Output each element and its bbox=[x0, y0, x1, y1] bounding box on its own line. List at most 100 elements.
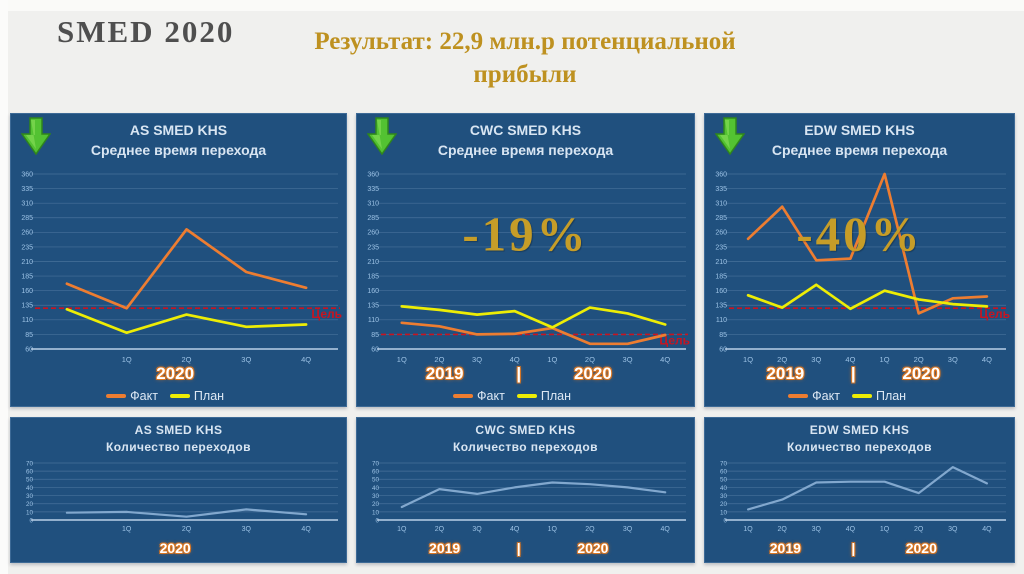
chart-panel-cwc-count: CWC SMED KHS Количество переходов 70 60 50… bbox=[356, 417, 695, 563]
legend-fact-label: Факт bbox=[130, 389, 158, 403]
svg-text:70: 70 bbox=[372, 460, 380, 467]
plan-color-swatch bbox=[851, 394, 872, 398]
svg-text:1Q: 1Q bbox=[743, 526, 753, 533]
svg-text:85: 85 bbox=[371, 332, 379, 339]
svg-text:2Q: 2Q bbox=[777, 355, 787, 364]
plan-color-swatch bbox=[516, 394, 537, 398]
svg-text:40: 40 bbox=[372, 485, 380, 492]
year-label: 2020 bbox=[577, 540, 609, 556]
svg-text:285: 285 bbox=[21, 215, 33, 222]
svg-text:10: 10 bbox=[720, 509, 728, 516]
svg-text:3Q: 3Q bbox=[472, 355, 482, 364]
legend-item-fact: Факт bbox=[788, 389, 840, 403]
svg-text:20: 20 bbox=[26, 501, 34, 508]
svg-text:260: 260 bbox=[715, 230, 727, 237]
svg-text:160: 160 bbox=[715, 288, 727, 295]
percent-badge: -19% bbox=[462, 206, 589, 262]
year-divider: | bbox=[516, 364, 522, 383]
svg-text:60: 60 bbox=[26, 469, 34, 476]
svg-text:2Q: 2Q bbox=[585, 355, 595, 364]
year-label: 2020 bbox=[573, 364, 612, 383]
year-label: 2019 bbox=[766, 364, 805, 383]
svg-text:3Q: 3Q bbox=[242, 526, 252, 533]
svg-text:20: 20 bbox=[720, 501, 728, 508]
slide-logo: SMED 2020 bbox=[57, 14, 235, 49]
svg-text:85: 85 bbox=[25, 332, 33, 339]
svg-text:1Q: 1Q bbox=[880, 355, 890, 364]
svg-text:2Q: 2Q bbox=[434, 355, 444, 364]
year-axis-labels: 2020 bbox=[11, 540, 346, 557]
green-down-arrow-icon bbox=[366, 117, 398, 160]
svg-text:135: 135 bbox=[21, 303, 33, 310]
svg-text:210: 210 bbox=[715, 259, 727, 266]
svg-text:185: 185 bbox=[21, 273, 33, 280]
svg-text:285: 285 bbox=[367, 215, 379, 222]
top-band bbox=[0, 0, 1024, 11]
svg-text:2Q: 2Q bbox=[182, 526, 192, 533]
green-down-arrow-icon bbox=[20, 117, 52, 160]
legend-item-plan: План bbox=[516, 389, 571, 403]
chart-panel-as-time: AS SMED KHS Среднее время перехода 360 33… bbox=[10, 113, 347, 407]
svg-text:4Q: 4Q bbox=[845, 355, 855, 364]
svg-text:4Q: 4Q bbox=[660, 355, 670, 364]
svg-text:4Q: 4Q bbox=[982, 355, 992, 364]
svg-text:30: 30 bbox=[26, 493, 34, 500]
svg-text:235: 235 bbox=[715, 244, 727, 251]
green-down-arrow-icon bbox=[714, 117, 746, 160]
svg-text:20: 20 bbox=[372, 501, 380, 508]
svg-text:185: 185 bbox=[367, 273, 379, 280]
svg-text:60: 60 bbox=[25, 346, 33, 353]
slide-title-line2: прибыли bbox=[473, 60, 577, 88]
svg-text:1Q: 1Q bbox=[743, 355, 753, 364]
year-label: 2020 bbox=[902, 364, 941, 383]
percent-badge: -40% bbox=[796, 206, 923, 262]
svg-text:210: 210 bbox=[367, 259, 379, 266]
svg-text:260: 260 bbox=[367, 230, 379, 237]
svg-text:0: 0 bbox=[375, 517, 379, 524]
svg-text:335: 335 bbox=[715, 186, 727, 193]
year-axis-labels: 2019 | 2020 bbox=[357, 540, 694, 557]
svg-text:335: 335 bbox=[21, 186, 33, 193]
legend-plan-label: План bbox=[540, 389, 571, 403]
svg-text:4Q: 4Q bbox=[301, 526, 311, 533]
legend: Факт План bbox=[453, 389, 571, 403]
svg-text:335: 335 bbox=[367, 186, 379, 193]
slide-title-line1: Результат: 22,9 млн.р потенциальной bbox=[314, 28, 736, 55]
svg-text:1Q: 1Q bbox=[547, 355, 557, 364]
year-label: 2019 bbox=[429, 540, 461, 556]
svg-text:50: 50 bbox=[372, 477, 380, 484]
svg-text:4Q: 4Q bbox=[510, 355, 520, 364]
svg-text:2Q: 2Q bbox=[778, 526, 788, 533]
cwc-count-chart: 70 60 50 40 30 20 10 0 1Q 2Q 3Q 4Q 1Q 2Q 3Q 4Q bbox=[357, 418, 694, 562]
svg-text:3Q: 3Q bbox=[948, 526, 958, 533]
year-axis-labels: 2019 | 2020 bbox=[705, 364, 1014, 384]
svg-text:360: 360 bbox=[367, 171, 379, 178]
edw-time-chart: 360 335 310 285 260 235 210 185 160 135 110 85 60 1Q 2… bbox=[705, 114, 1014, 406]
legend-item-fact: Факт bbox=[453, 389, 505, 403]
svg-text:110: 110 bbox=[716, 317, 727, 324]
svg-text:10: 10 bbox=[372, 509, 380, 516]
legend-fact-label: Факт bbox=[812, 389, 840, 403]
svg-text:2Q: 2Q bbox=[435, 526, 445, 533]
year-label: 2020 bbox=[905, 540, 937, 556]
year-label: 2020 bbox=[159, 540, 191, 556]
svg-text:40: 40 bbox=[720, 485, 728, 492]
chart-panel-edw-time: EDW SMED KHS Среднее время перехода -40%… bbox=[704, 113, 1015, 407]
svg-text:Цель: Цель bbox=[311, 307, 342, 321]
svg-text:360: 360 bbox=[715, 171, 727, 178]
svg-text:10: 10 bbox=[26, 509, 34, 516]
svg-text:4Q: 4Q bbox=[510, 526, 520, 533]
svg-text:135: 135 bbox=[367, 303, 379, 310]
svg-text:360: 360 bbox=[21, 171, 33, 178]
svg-text:3Q: 3Q bbox=[623, 355, 633, 364]
svg-text:60: 60 bbox=[719, 346, 727, 353]
svg-text:110: 110 bbox=[22, 317, 33, 324]
svg-text:Цель: Цель bbox=[659, 333, 690, 347]
svg-text:160: 160 bbox=[21, 288, 33, 295]
year-label: 2019 bbox=[425, 364, 464, 383]
year-divider: | bbox=[850, 364, 856, 383]
svg-text:110: 110 bbox=[368, 317, 379, 324]
svg-text:310: 310 bbox=[21, 201, 33, 208]
svg-text:30: 30 bbox=[372, 493, 380, 500]
